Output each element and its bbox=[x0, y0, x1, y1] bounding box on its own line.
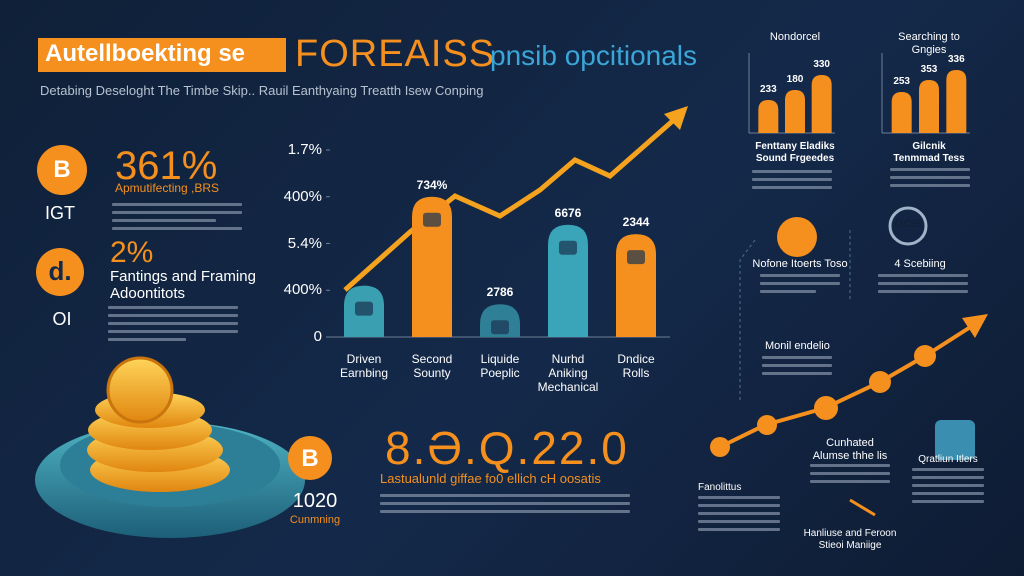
arrowhead bbox=[664, 106, 688, 130]
item-label: Fanolittus bbox=[698, 482, 742, 493]
bar-label: 336 bbox=[947, 54, 965, 65]
bar-label: 253 bbox=[893, 76, 910, 87]
paragraph bbox=[760, 274, 840, 298]
bar bbox=[785, 90, 805, 133]
chart-caption: Fenttany Eladiks Sound Frgeedes bbox=[755, 141, 835, 164]
item-label: Cunhated Alumse thhe lis bbox=[812, 437, 888, 462]
bar bbox=[548, 224, 588, 337]
coin bbox=[106, 356, 174, 424]
header-title: FOREAISS bbox=[295, 33, 496, 75]
bar-icon bbox=[559, 240, 577, 255]
bar-icon bbox=[627, 250, 645, 265]
item-label: Qratliun Itlers bbox=[918, 454, 978, 465]
paragraph bbox=[108, 306, 238, 346]
stat-label: Apmutifecting ,BRS bbox=[115, 181, 220, 195]
bar-label: 2786 bbox=[486, 285, 514, 300]
paragraph bbox=[762, 356, 832, 380]
y-tick-label: 0 bbox=[313, 328, 322, 345]
paragraph bbox=[698, 496, 780, 536]
node bbox=[869, 371, 891, 393]
icon-circle bbox=[36, 248, 84, 296]
paragraph bbox=[890, 168, 970, 192]
icon-text: B bbox=[301, 445, 319, 472]
paragraph bbox=[112, 203, 242, 235]
connector bbox=[739, 239, 756, 400]
stat-code: OI bbox=[52, 309, 72, 329]
paragraph bbox=[810, 464, 890, 488]
y-tick-label: 400% bbox=[283, 187, 322, 205]
bar-label: 330 bbox=[813, 59, 830, 70]
x-tick-label: Nurhd Aniking Mechanical bbox=[537, 352, 599, 394]
stat-label: Fantings and Framing Adoontitots bbox=[110, 268, 256, 303]
icon-circle bbox=[37, 145, 87, 195]
paragraph bbox=[912, 468, 984, 508]
stat-value: 2% bbox=[110, 236, 154, 269]
x-tick-label: Second Sounty bbox=[411, 352, 453, 380]
x-tick-label: Driven Earnbing bbox=[339, 352, 389, 380]
big-number: 8.Ə.Q.22.0 bbox=[385, 422, 629, 474]
bar-label: 353 bbox=[920, 64, 938, 75]
bar bbox=[412, 196, 452, 337]
item-label: Hanliuse and Feroon Stieoi Maniige bbox=[803, 528, 897, 551]
paragraph bbox=[878, 274, 968, 298]
item-label: Monil endelio bbox=[765, 340, 830, 352]
badge: OCIE bbox=[894, 218, 922, 230]
year: 1020 bbox=[292, 490, 338, 512]
icon-circle bbox=[777, 217, 817, 257]
building-icon bbox=[935, 420, 975, 460]
bar bbox=[758, 100, 779, 133]
bar bbox=[919, 80, 939, 133]
item-label: 4 Scebiing bbox=[894, 258, 946, 270]
chart-caption: Gilcnik Tenmmad Tess bbox=[893, 141, 965, 164]
node bbox=[710, 437, 730, 457]
pointer bbox=[849, 498, 876, 517]
item-label: Nofone Itoerts Toso bbox=[752, 258, 848, 270]
bar-label: 180 bbox=[786, 74, 804, 85]
y-tick-label: 400% bbox=[283, 281, 322, 299]
bar bbox=[946, 70, 967, 133]
x-tick-label: Dndice Rolls bbox=[617, 352, 655, 380]
arrowhead bbox=[962, 314, 988, 338]
chart-title: Searching to Gngies bbox=[898, 31, 960, 56]
node bbox=[914, 345, 936, 367]
caption: Cunmning bbox=[289, 514, 341, 526]
header-title-2: pnsib opcitionals bbox=[490, 40, 698, 71]
subtitle: Detabing Deseloght The Timbe Skip.. Raui… bbox=[40, 83, 484, 98]
bar-label: 6676 bbox=[554, 205, 582, 220]
icon-text: B bbox=[53, 156, 71, 183]
stat-code: IGT bbox=[45, 203, 75, 223]
bar bbox=[616, 234, 656, 337]
icon-circle bbox=[888, 206, 928, 246]
bar-label: 734% bbox=[416, 177, 448, 192]
bar-icon bbox=[423, 212, 441, 227]
paragraph bbox=[752, 170, 832, 194]
node bbox=[814, 396, 838, 420]
y-tick-label: 5.4% bbox=[287, 234, 322, 252]
header-badge: Autellboekting se bbox=[45, 40, 246, 67]
bar-icon bbox=[491, 320, 509, 335]
x-tick-label: Liquide Poeplic bbox=[480, 352, 520, 380]
badge-box bbox=[38, 38, 286, 72]
stat-value: 361% bbox=[115, 144, 218, 188]
bar-label: 233 bbox=[759, 84, 777, 95]
y-tick-label: 1.7% bbox=[287, 141, 322, 158]
bar bbox=[811, 75, 832, 133]
bar-icon bbox=[355, 301, 373, 316]
big-subtitle: Lastualunld giffae fo0 ellich cH oosatis bbox=[380, 471, 601, 486]
icon-text: d. bbox=[48, 256, 72, 286]
icon-circle bbox=[288, 436, 332, 480]
bar bbox=[891, 92, 912, 133]
paragraph bbox=[380, 494, 630, 518]
bar-label: 2344 bbox=[622, 215, 650, 230]
chart-title: Nondorcel bbox=[769, 31, 821, 43]
node bbox=[757, 415, 777, 435]
